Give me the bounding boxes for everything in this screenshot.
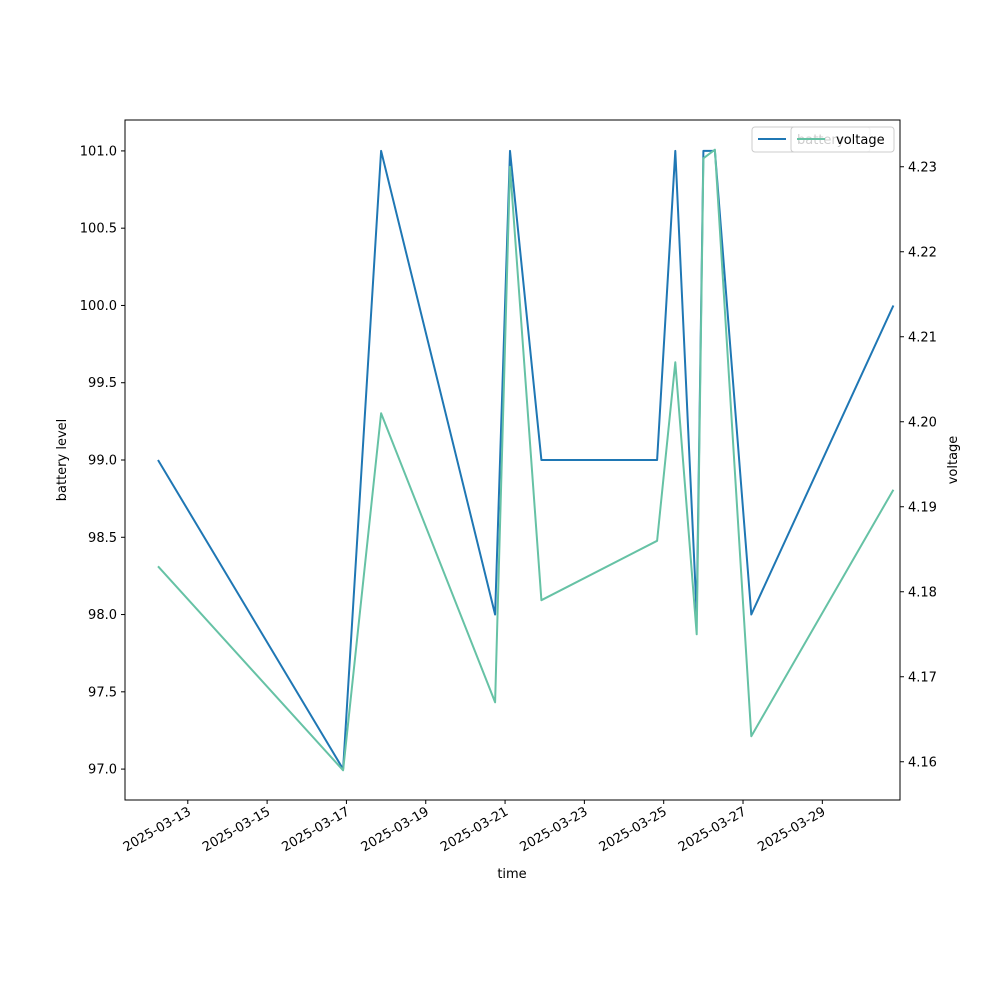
x-tick-label: 2025-03-23	[517, 804, 590, 855]
x-tick-label: 2025-03-13	[121, 804, 194, 855]
left-tick-label: 99.5	[88, 376, 117, 391]
legend-voltage-label: voltage	[836, 133, 885, 148]
right-tick-label: 4.23	[908, 160, 937, 175]
right-tick-label: 4.20	[908, 415, 937, 430]
plot-area	[125, 120, 900, 800]
x-tick-label: 2025-03-25	[597, 804, 670, 855]
left-tick-label: 98.5	[88, 531, 117, 546]
series-lines	[157, 148, 895, 772]
right-tick-label: 4.18	[908, 585, 937, 600]
x-tick-label: 2025-03-27	[676, 804, 749, 855]
right-axis-title: voltage	[946, 436, 961, 485]
x-tick-label: 2025-03-17	[279, 804, 352, 855]
series-line-voltage	[157, 148, 895, 772]
left-tick-label: 100.5	[80, 222, 117, 237]
left-tick-label: 97.0	[88, 763, 117, 778]
x-axis: 2025-03-13 2025-03-15 2025-03-17 2025-03-19…	[121, 800, 828, 855]
right-tick-label: 4.17	[908, 670, 937, 685]
right-tick-label: 4.22	[908, 245, 937, 260]
left-tick-label: 99.0	[88, 454, 117, 469]
right-axis: 4.16 4.17 4.18 4.19 4.20 4.21 4.22 4.23	[900, 160, 937, 770]
plot-background	[125, 120, 900, 800]
x-tick-label: 2025-03-29	[755, 804, 828, 855]
left-axis: 97.0 97.5 98.0 98.5 99.0 99.5 100.0 100.5 101.0	[80, 144, 125, 778]
left-axis-title: battery level	[55, 419, 70, 502]
right-tick-label: 4.21	[908, 330, 937, 345]
left-tick-label: 101.0	[80, 144, 117, 159]
left-tick-label: 100.0	[80, 299, 117, 314]
x-tick-label: 2025-03-15	[200, 804, 273, 855]
x-tick-label: 2025-03-21	[438, 804, 511, 855]
right-tick-label: 4.19	[908, 500, 937, 515]
left-tick-label: 98.0	[88, 608, 117, 623]
left-tick-label: 97.5	[88, 685, 117, 700]
x-tick-label: 2025-03-19	[359, 804, 432, 855]
x-axis-title: time	[497, 867, 526, 882]
right-tick-label: 4.16	[908, 755, 937, 770]
legend-voltage: voltage	[790, 126, 895, 153]
